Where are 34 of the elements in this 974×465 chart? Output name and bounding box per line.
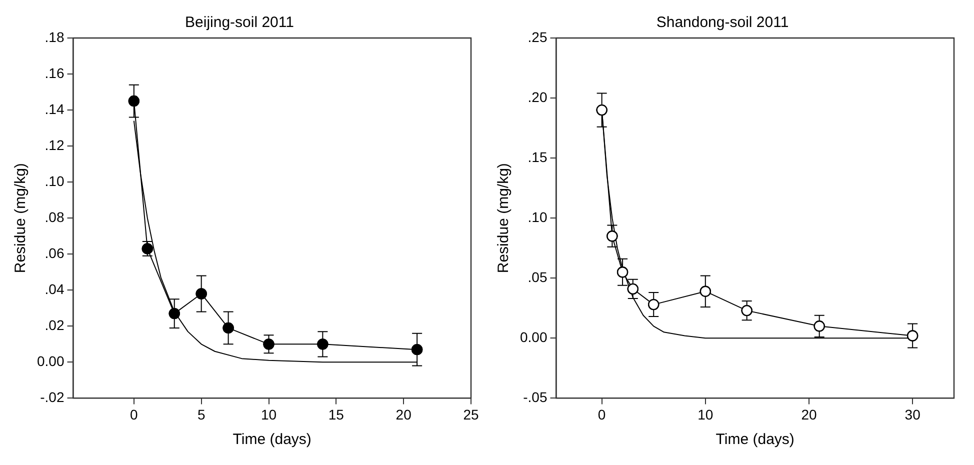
y-axis-title: Residue (mg/kg) [495,163,512,274]
y-tick-label: .15 [528,148,548,165]
y-tick-label: .25 [528,28,548,45]
x-tick-label: 0 [130,406,138,422]
x-axis-title: Time (days) [716,431,794,448]
x-tick-label: 15 [328,406,344,422]
y-tick-label: 0.00 [520,329,548,346]
y-tick-label: -.02 [40,389,64,406]
y-tick-label: .06 [44,244,64,261]
y-tick-label: -.05 [523,389,548,406]
x-tick-label: 10 [260,406,277,422]
y-tick-label: .05 [528,268,548,285]
y-tick-label: .08 [44,208,64,225]
x-tick-label: 20 [396,406,412,422]
y-tick-label: .10 [44,172,64,189]
y-tick-label: 0.00 [37,353,64,370]
y-tick-label: .18 [44,28,64,45]
x-tick-label: 20 [801,406,817,422]
y-tick-label: .10 [528,208,548,225]
chart-title: Beijing-soil 2011 [185,14,294,32]
x-axis-title: Time (days) [232,431,312,448]
y-tick-label: .12 [44,136,64,153]
chart-title: Shandong-soil 2011 [656,14,789,32]
y-tick-label: .14 [44,100,64,117]
y-tick-label: .16 [44,64,64,81]
x-tick-label: 30 [904,406,921,422]
y-tick-label: .20 [528,88,548,105]
x-tick-label: 10 [698,406,714,422]
x-tick-label: 25 [463,406,479,422]
x-tick-label: 0 [598,406,606,422]
x-tick-label: 5 [197,406,206,422]
y-tick-label: .04 [44,281,64,297]
y-axis-title: Residue (mg/kg) [12,163,30,274]
y-tick-label: .02 [44,317,64,334]
